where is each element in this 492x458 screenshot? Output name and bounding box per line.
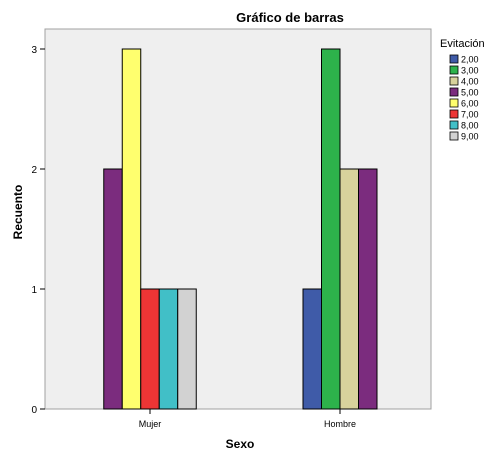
y-tick-label-1: 1 xyxy=(31,285,37,296)
legend-label-2: 4,00 xyxy=(461,77,479,87)
bar-hombre-5-00 xyxy=(358,168,378,410)
bar-mujer-5-00 xyxy=(103,168,123,410)
bar-hombre-4-00 xyxy=(339,168,359,410)
legend-swatch-0 xyxy=(449,54,459,64)
x-axis-label: Sexo xyxy=(226,437,255,451)
y-tick-label-2: 2 xyxy=(31,165,37,176)
y-axis: 0 1 2 3 xyxy=(31,45,45,416)
legend-label-5: 7,00 xyxy=(461,110,479,120)
chart-title: Gráfico de barras xyxy=(236,10,344,25)
bar-mujer-9-00 xyxy=(177,288,197,410)
legend-swatch-2 xyxy=(449,76,459,86)
bars xyxy=(103,48,378,410)
legend: Evitación 2,003,004,005,006,007,008,009,… xyxy=(440,38,485,142)
x-tick-label-1: Hombre xyxy=(324,419,356,429)
legend-title: Evitación xyxy=(440,38,485,50)
bar-mujer-8-00 xyxy=(158,288,179,410)
legend-label-3: 5,00 xyxy=(461,88,479,98)
bar-hombre-3-00 xyxy=(321,48,341,410)
bar-mujer-6-00 xyxy=(121,48,142,410)
legend-swatch-4 xyxy=(449,98,459,108)
bar-hombre-2-00 xyxy=(302,288,322,410)
y-tick-label-0: 0 xyxy=(31,405,37,416)
legend-swatch-5 xyxy=(449,109,459,119)
y-tick-label-3: 3 xyxy=(31,45,37,56)
legend-label-7: 9,00 xyxy=(461,132,479,142)
legend-swatch-7 xyxy=(449,131,459,141)
y-axis-label: Recuento xyxy=(11,185,25,240)
legend-swatch-3 xyxy=(449,87,459,97)
x-tick-label-0: Mujer xyxy=(139,419,162,429)
legend-label-1: 3,00 xyxy=(461,66,479,76)
legend-label-6: 8,00 xyxy=(461,121,479,131)
bar-mujer-7-00 xyxy=(140,288,160,410)
x-axis: Mujer Hombre xyxy=(139,409,356,429)
legend-swatch-6 xyxy=(449,120,459,130)
legend-label-4: 6,00 xyxy=(461,99,479,109)
legend-label-0: 2,00 xyxy=(461,55,479,65)
legend-swatch-1 xyxy=(449,65,459,75)
